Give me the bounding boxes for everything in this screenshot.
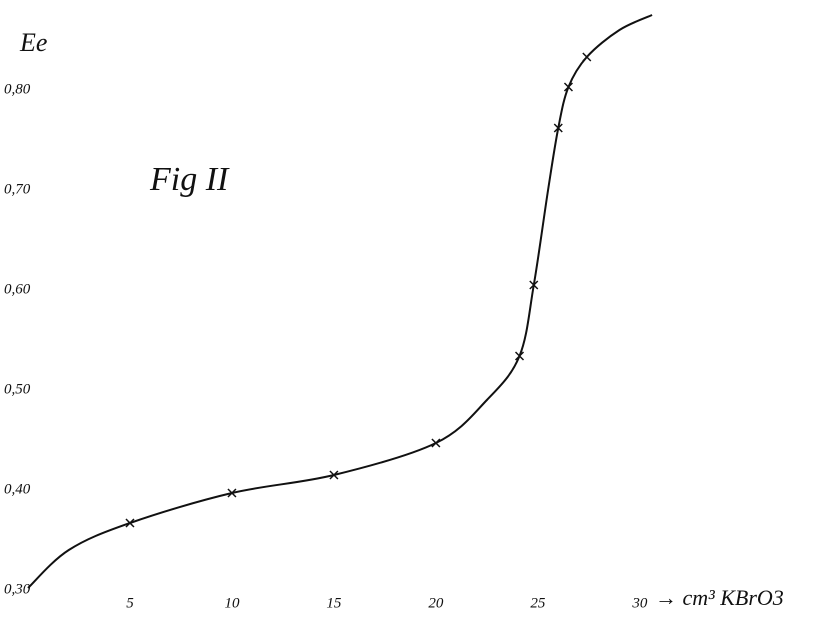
x-tick-label: 25 (530, 595, 546, 611)
y-tick-label: 0,80 (4, 81, 31, 97)
y-axis-label: Ee (19, 28, 47, 57)
curve (28, 15, 652, 588)
y-tick-label: 0,70 (4, 181, 31, 197)
x-tick-label: 30 (631, 595, 648, 611)
data-point (432, 439, 440, 447)
chart-title: Fig II (149, 161, 230, 198)
chart: Fig II Ee → cm³ KBrO3 0,30 0,40 0,50 0,60 0,… (0, 0, 816, 618)
y-tick-label: 0,40 (4, 481, 31, 497)
y-tick-label: 0,60 (4, 281, 31, 297)
x-tick-label: 15 (326, 595, 342, 611)
y-tick-label: 0,30 (4, 581, 31, 597)
data-point (583, 53, 591, 61)
x-axis-label: → cm³ KBrO3 (655, 585, 784, 610)
x-tick-label: 5 (126, 595, 134, 611)
x-tick-label: 10 (224, 595, 240, 611)
x-tick-label: 20 (428, 595, 444, 611)
y-tick-label: 0,50 (4, 381, 31, 397)
